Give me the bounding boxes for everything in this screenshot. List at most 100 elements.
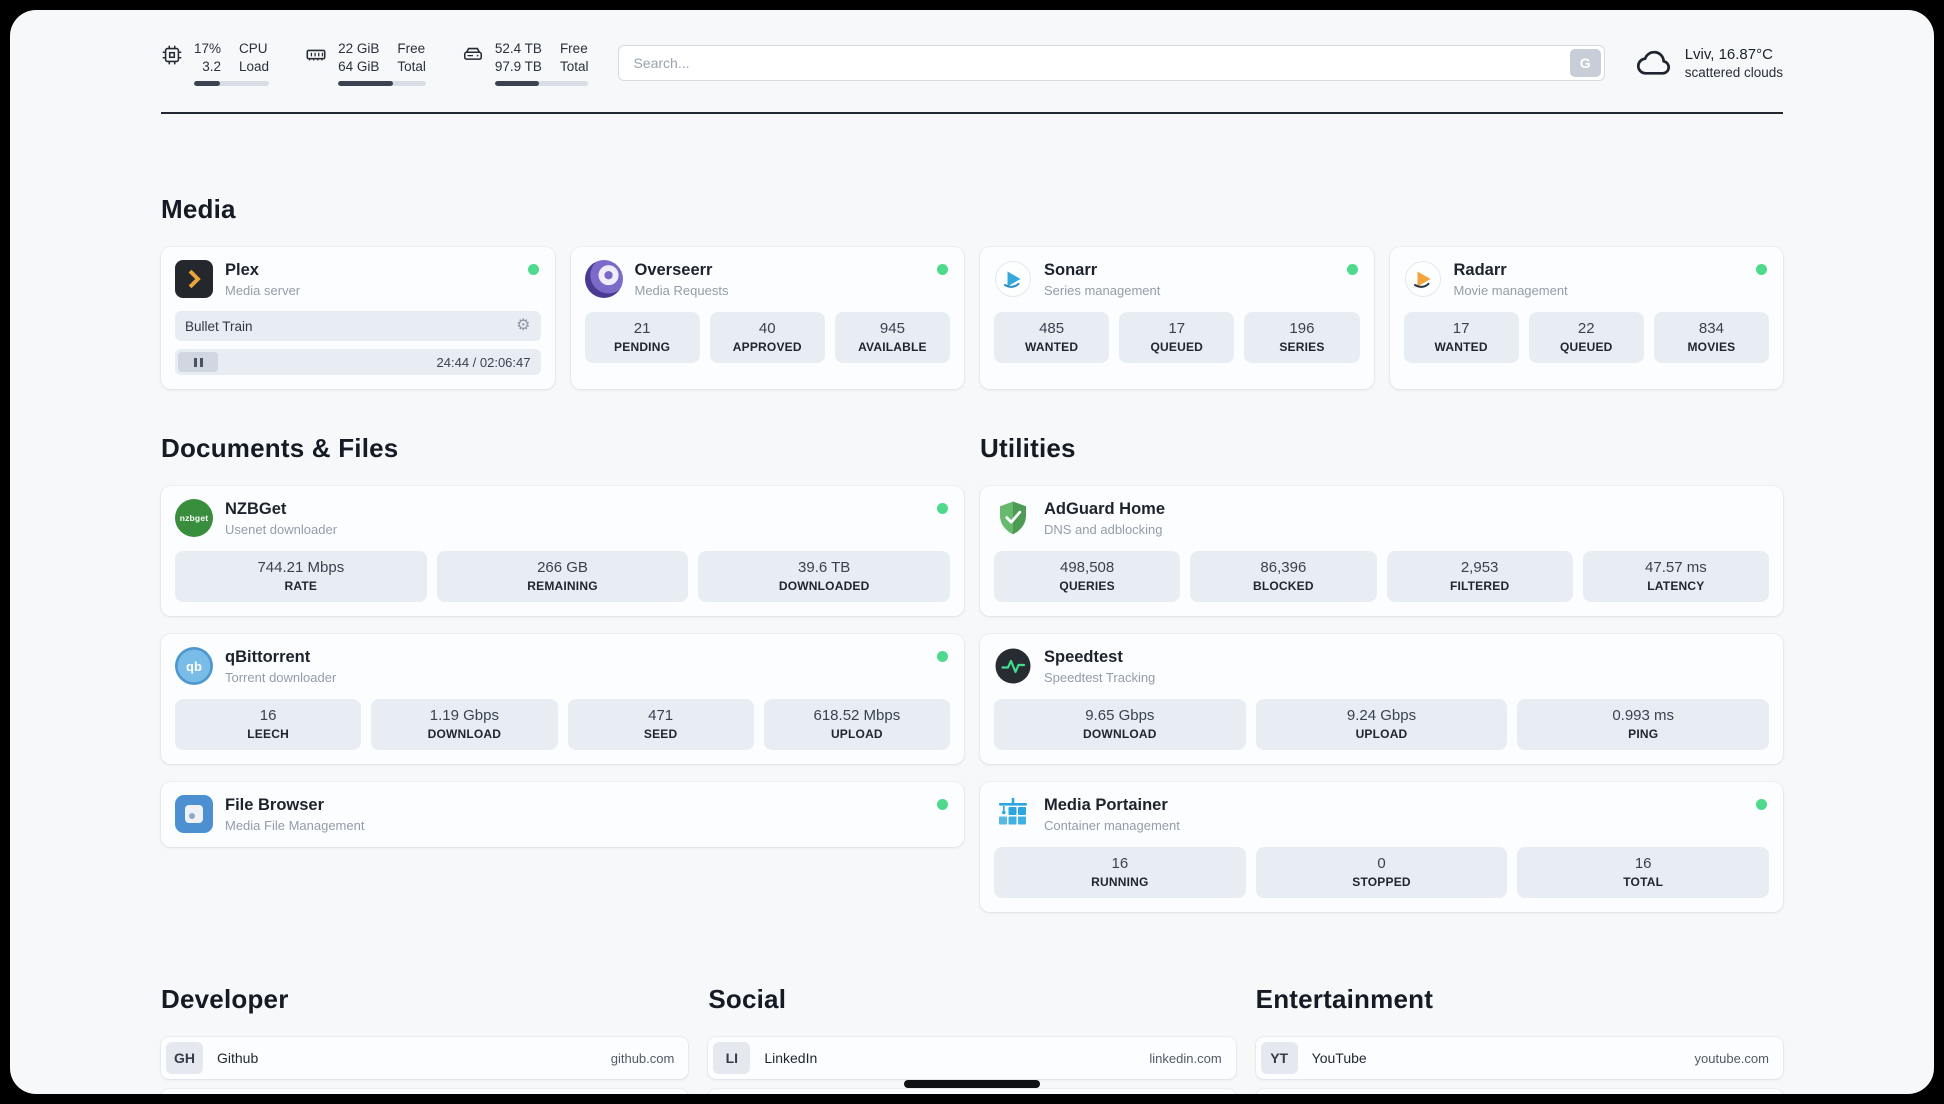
stat-label: DOWNLOADED [778,579,870,594]
section-title-utilities: Utilities [980,433,1076,464]
stat-value: 0.993 ms [1612,707,1675,725]
app-header: Radarr Movie management [1404,260,1770,298]
app-card-sonarr[interactable]: Sonarr Series management 485 WANTED 17 QUE… [980,247,1374,390]
section-developer: Developer GH Github github.com SO StackO… [161,984,689,1094]
ram-icon [305,44,327,66]
stat-label: PENDING [614,340,671,355]
player-controls: 24:44 / 02:06:47 [175,349,541,376]
disk-total-value: 97.9 TB [494,58,542,74]
bookmark-url: github.com [610,1050,675,1066]
disk-icon [462,44,484,66]
stat-label: LATENCY [1647,579,1705,594]
app-card-filebrowser[interactable]: File Browser Media File Management [161,782,964,848]
section-title-social: Social [708,984,787,1015]
app-card-qbittorrent[interactable]: qb qBittorrent Torrent downloader 16 LEEC… [161,634,964,765]
cpu-label-1: CPU [239,41,268,56]
stat-label: RUNNING [1091,875,1149,890]
app-card-speedtest[interactable]: Speedtest Speedtest Tracking 9.65 Gbps DO… [980,634,1783,765]
home-indicator [904,1080,1040,1088]
system-stats: 17% 3.2 CPU Load [161,40,589,87]
section-entertainment: Entertainment YT YouTube youtube.com NF … [1255,984,1783,1094]
section-utilities: Utilities AdGuard Home DNS and adblockin… [980,433,1783,913]
stat-chip: 17 QUEUED [1119,312,1235,364]
cloud-icon [1635,44,1673,82]
stat-label: SEED [643,727,678,742]
stat-chip: 47.57 ms LATENCY [1582,551,1769,603]
bookmark-netflix[interactable]: NF Netflix netflix.com [1255,1089,1783,1094]
app-subtitle: Movie management [1453,282,1568,298]
stat-label: APPROVED [732,340,802,355]
stat-chip: 17 WANTED [1403,312,1519,364]
search-input[interactable] [618,45,1605,82]
app-header: qb qBittorrent Torrent downloader [175,647,950,686]
app-header: Media Portainer Container management [994,795,1769,833]
stat-chip: 16 RUNNING [994,847,1246,899]
cpu-usage-value: 17% [194,41,222,56]
disk-label-1: Free [559,41,588,56]
section-documents: Documents & Files nzbget NZBGet Usenet d… [161,433,964,848]
ram-free-value: 22 GiB [338,41,380,56]
app-card-overseerr[interactable]: Overseerr Media Requests 21 PENDING 40 APP… [570,247,964,390]
ram-widget: 22 GiB 64 GiB Free Total [305,40,426,87]
stat-value: 22 [1577,320,1595,338]
status-dot [937,799,948,811]
bookmark-linkedin[interactable]: LI LinkedIn linkedin.com [708,1037,1236,1080]
cpu-load-value: 3.2 [202,58,222,74]
stat-label: AVAILABLE [858,340,927,355]
stat-label: QUEUED [1559,340,1613,355]
stat-label: STOPPED [1352,875,1411,890]
qbittorrent-icon: qb [175,647,213,686]
stat-value: 39.6 TB [798,559,851,577]
app-header: Overseerr Media Requests [584,260,951,299]
stat-chip: 945 AVAILABLE [834,312,951,364]
app-stats: 16 LEECH 1.19 Gbps DOWNLOAD 471 SEED 618.52… [175,699,950,751]
bookmark-url: youtube.com [1694,1050,1769,1066]
app-card-radarr[interactable]: Radarr Movie management 17 WANTED 22 QUEUE… [1389,247,1783,390]
app-subtitle: Speedtest Tracking [1044,669,1156,685]
stat-label: DOWNLOAD [1083,727,1157,742]
disk-progress-fill [494,81,539,87]
app-name: Speedtest [1044,647,1123,666]
stat-label: UPLOAD [1355,727,1408,742]
bookmark-stackoverflow[interactable]: SO StackOverflow stackoverflow.com [161,1089,689,1094]
stat-value: 16 [1111,855,1129,873]
gear-icon[interactable]: ⚙ [516,317,531,335]
stat-chip: 16 LEECH [175,699,362,751]
section-social: Social LI LinkedIn linkedin.com TW Twitt… [708,984,1236,1094]
ram-progress-bar [338,81,426,87]
stat-label: PING [1628,727,1659,742]
app-header: Sonarr Series management [994,260,1360,298]
app-subtitle: DNS and adblocking [1044,521,1163,537]
stat-label: UPLOAD [830,727,883,742]
dashboard-page: 17% 3.2 CPU Load [10,10,1934,1094]
stat-label: RATE [284,579,318,594]
app-header: Speedtest Speedtest Tracking [994,647,1769,685]
sonarr-icon [994,260,1032,298]
stat-value: 618.52 Mbps [813,707,901,725]
bookmark-youtube[interactable]: YT YouTube youtube.com [1255,1037,1783,1080]
app-card-portainer[interactable]: Media Portainer Container management 16 R… [980,782,1783,913]
app-card-adguard[interactable]: AdGuard Home DNS and adblocking 498,508 Q… [980,486,1783,617]
top-bar: 17% 3.2 CPU Load [161,40,1783,87]
bookmark-github[interactable]: GH Github github.com [161,1037,689,1080]
pause-button[interactable] [178,352,218,373]
app-card-plex[interactable]: Plex Media server Bullet Train ⚙ 24:44 /… [161,247,555,390]
stat-value: 9.24 Gbps [1346,707,1417,725]
ram-label-2: Total [397,58,426,74]
stat-value: 485 [1039,320,1065,338]
stat-value: 16 [1634,855,1652,873]
app-name: File Browser [225,795,325,814]
search-engine-button[interactable]: G [1569,49,1601,78]
weather-location: Lviv, 16.87°C [1684,46,1773,64]
app-stats: 16 RUNNING 0 STOPPED 16 TOTAL [994,847,1770,899]
overseerr-icon [584,260,623,299]
stat-value: 2,953 [1460,559,1499,577]
cpu-progress-bar [194,81,270,87]
bookmark-twitter[interactable]: TW Twitter twitter.com [708,1089,1236,1094]
stat-label: QUERIES [1059,579,1115,594]
app-card-nzbget[interactable]: nzbget NZBGet Usenet downloader 744.21 M… [161,486,964,617]
stat-label: WANTED [1434,340,1488,355]
radarr-icon [1404,260,1442,298]
stat-chip: 266 GB REMAINING [436,551,689,603]
weather-widget: Lviv, 16.87°C scattered clouds [1635,44,1783,82]
